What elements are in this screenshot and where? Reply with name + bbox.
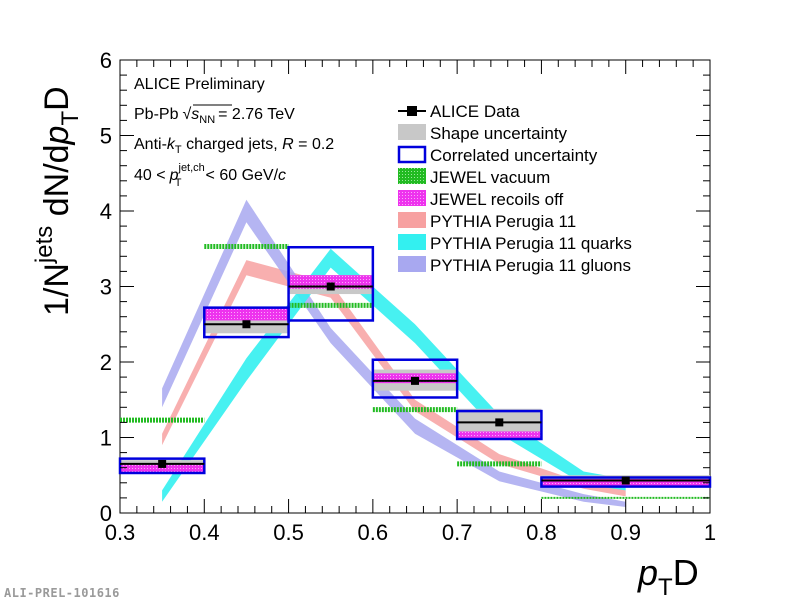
legend-item-correlated-uncertainty: Correlated uncertainty <box>397 145 598 165</box>
jewel-recoils-off-box <box>120 464 205 473</box>
svg-text:ALICE Data: ALICE Data <box>430 102 520 121</box>
correlated-uncertainty-box <box>118 457 206 475</box>
data-point <box>242 320 251 329</box>
jewel-recoils-off-box <box>288 275 373 289</box>
annotation-alice-preliminary: ALICE Preliminary <box>134 76 265 93</box>
legend-item-shape-uncertainty: Shape uncertainty <box>398 124 568 143</box>
data-point <box>621 476 630 485</box>
data-point <box>158 459 167 468</box>
x-tick-label: 0.7 <box>442 520 473 545</box>
correlated-uncertainty-box <box>203 306 290 339</box>
correlated-uncertainty-box <box>455 409 543 441</box>
legend-item-pythia-quarks: PYTHIA Perugia 11 quarks <box>398 234 632 253</box>
legend-item-pythia-gluons: PYTHIA Perugia 11 gluons <box>398 256 631 275</box>
data-points <box>120 282 710 485</box>
data-point <box>411 376 419 385</box>
x-tick-label: 0.8 <box>526 520 557 545</box>
y-tick-label: 6 <box>100 48 112 73</box>
x-tick-label: 0.3 <box>105 520 136 545</box>
annotation-collision-system: Pb-Pb √sNN = 2.76 TeV <box>134 106 295 126</box>
legend-item-pythia: PYTHIA Perugia 11 <box>398 212 576 231</box>
annotation-block: ALICE Preliminary Pb-Pb √sNN = 2.76 TeV An… <box>134 76 334 189</box>
axes: 0.3 0.4 0.5 0.6 0.7 0.8 0.9 1 0 1 2 3 4 5 6 <box>100 48 716 545</box>
svg-text:JEWEL recoils off: JEWEL recoils off <box>430 190 563 209</box>
jewel-recoils-off-box <box>204 306 289 321</box>
watermark: ALI-PREL-101616 <box>4 586 120 600</box>
y-tick-label: 0 <box>100 501 112 526</box>
correlated-uncertainty-box <box>371 358 459 399</box>
annotation-jet-definition: Anti-kT charged jets, R = 0.2 <box>134 136 334 156</box>
uncertainty-boxes <box>118 245 712 488</box>
legend-item-jewel-recoils-off: JEWEL recoils off <box>398 190 563 209</box>
y-tick-label: 4 <box>100 199 112 224</box>
correlated-uncertainty-box <box>287 245 375 322</box>
x-tick-label: 0.9 <box>610 520 641 545</box>
svg-text:Shape uncertainty: Shape uncertainty <box>430 124 568 143</box>
x-tick-label: 0.6 <box>358 520 389 545</box>
svg-text:PYTHIA Perugia 11 gluons: PYTHIA Perugia 11 gluons <box>430 256 631 275</box>
legend: ALICE Data Shape uncertainty Correlated … <box>397 102 632 275</box>
annotation-pt-range: 40 < pjet,ch T < 60 GeV/c <box>134 162 286 189</box>
legend-item-alice-data: ALICE Data <box>398 102 520 121</box>
x-tick-label: 0.4 <box>189 520 220 545</box>
x-tick-label: 0.5 <box>273 520 304 545</box>
svg-text:PYTHIA Perugia 11: PYTHIA Perugia 11 <box>430 212 576 231</box>
y-axis-title: 1/Njets dN/dpTD <box>31 86 84 316</box>
x-axis-title: pTD <box>637 552 699 601</box>
y-tick-label: 5 <box>100 124 112 149</box>
x-tick-label: 1 <box>704 520 716 545</box>
svg-text:PYTHIA Perugia 11 quarks: PYTHIA Perugia 11 quarks <box>430 234 632 253</box>
y-tick-label: 3 <box>100 275 112 300</box>
y-tick-label: 2 <box>100 350 112 375</box>
svg-text:JEWEL vacuum: JEWEL vacuum <box>430 168 550 187</box>
data-point <box>495 418 504 427</box>
legend-item-jewel-vacuum: JEWEL vacuum <box>398 168 550 187</box>
jewel-recoils-off-box <box>457 431 542 440</box>
svg-text:Correlated uncertainty: Correlated uncertainty <box>430 146 598 165</box>
jewel-vacuum-series <box>120 243 710 499</box>
data-point <box>326 282 335 291</box>
y-tick-label: 1 <box>100 426 112 451</box>
